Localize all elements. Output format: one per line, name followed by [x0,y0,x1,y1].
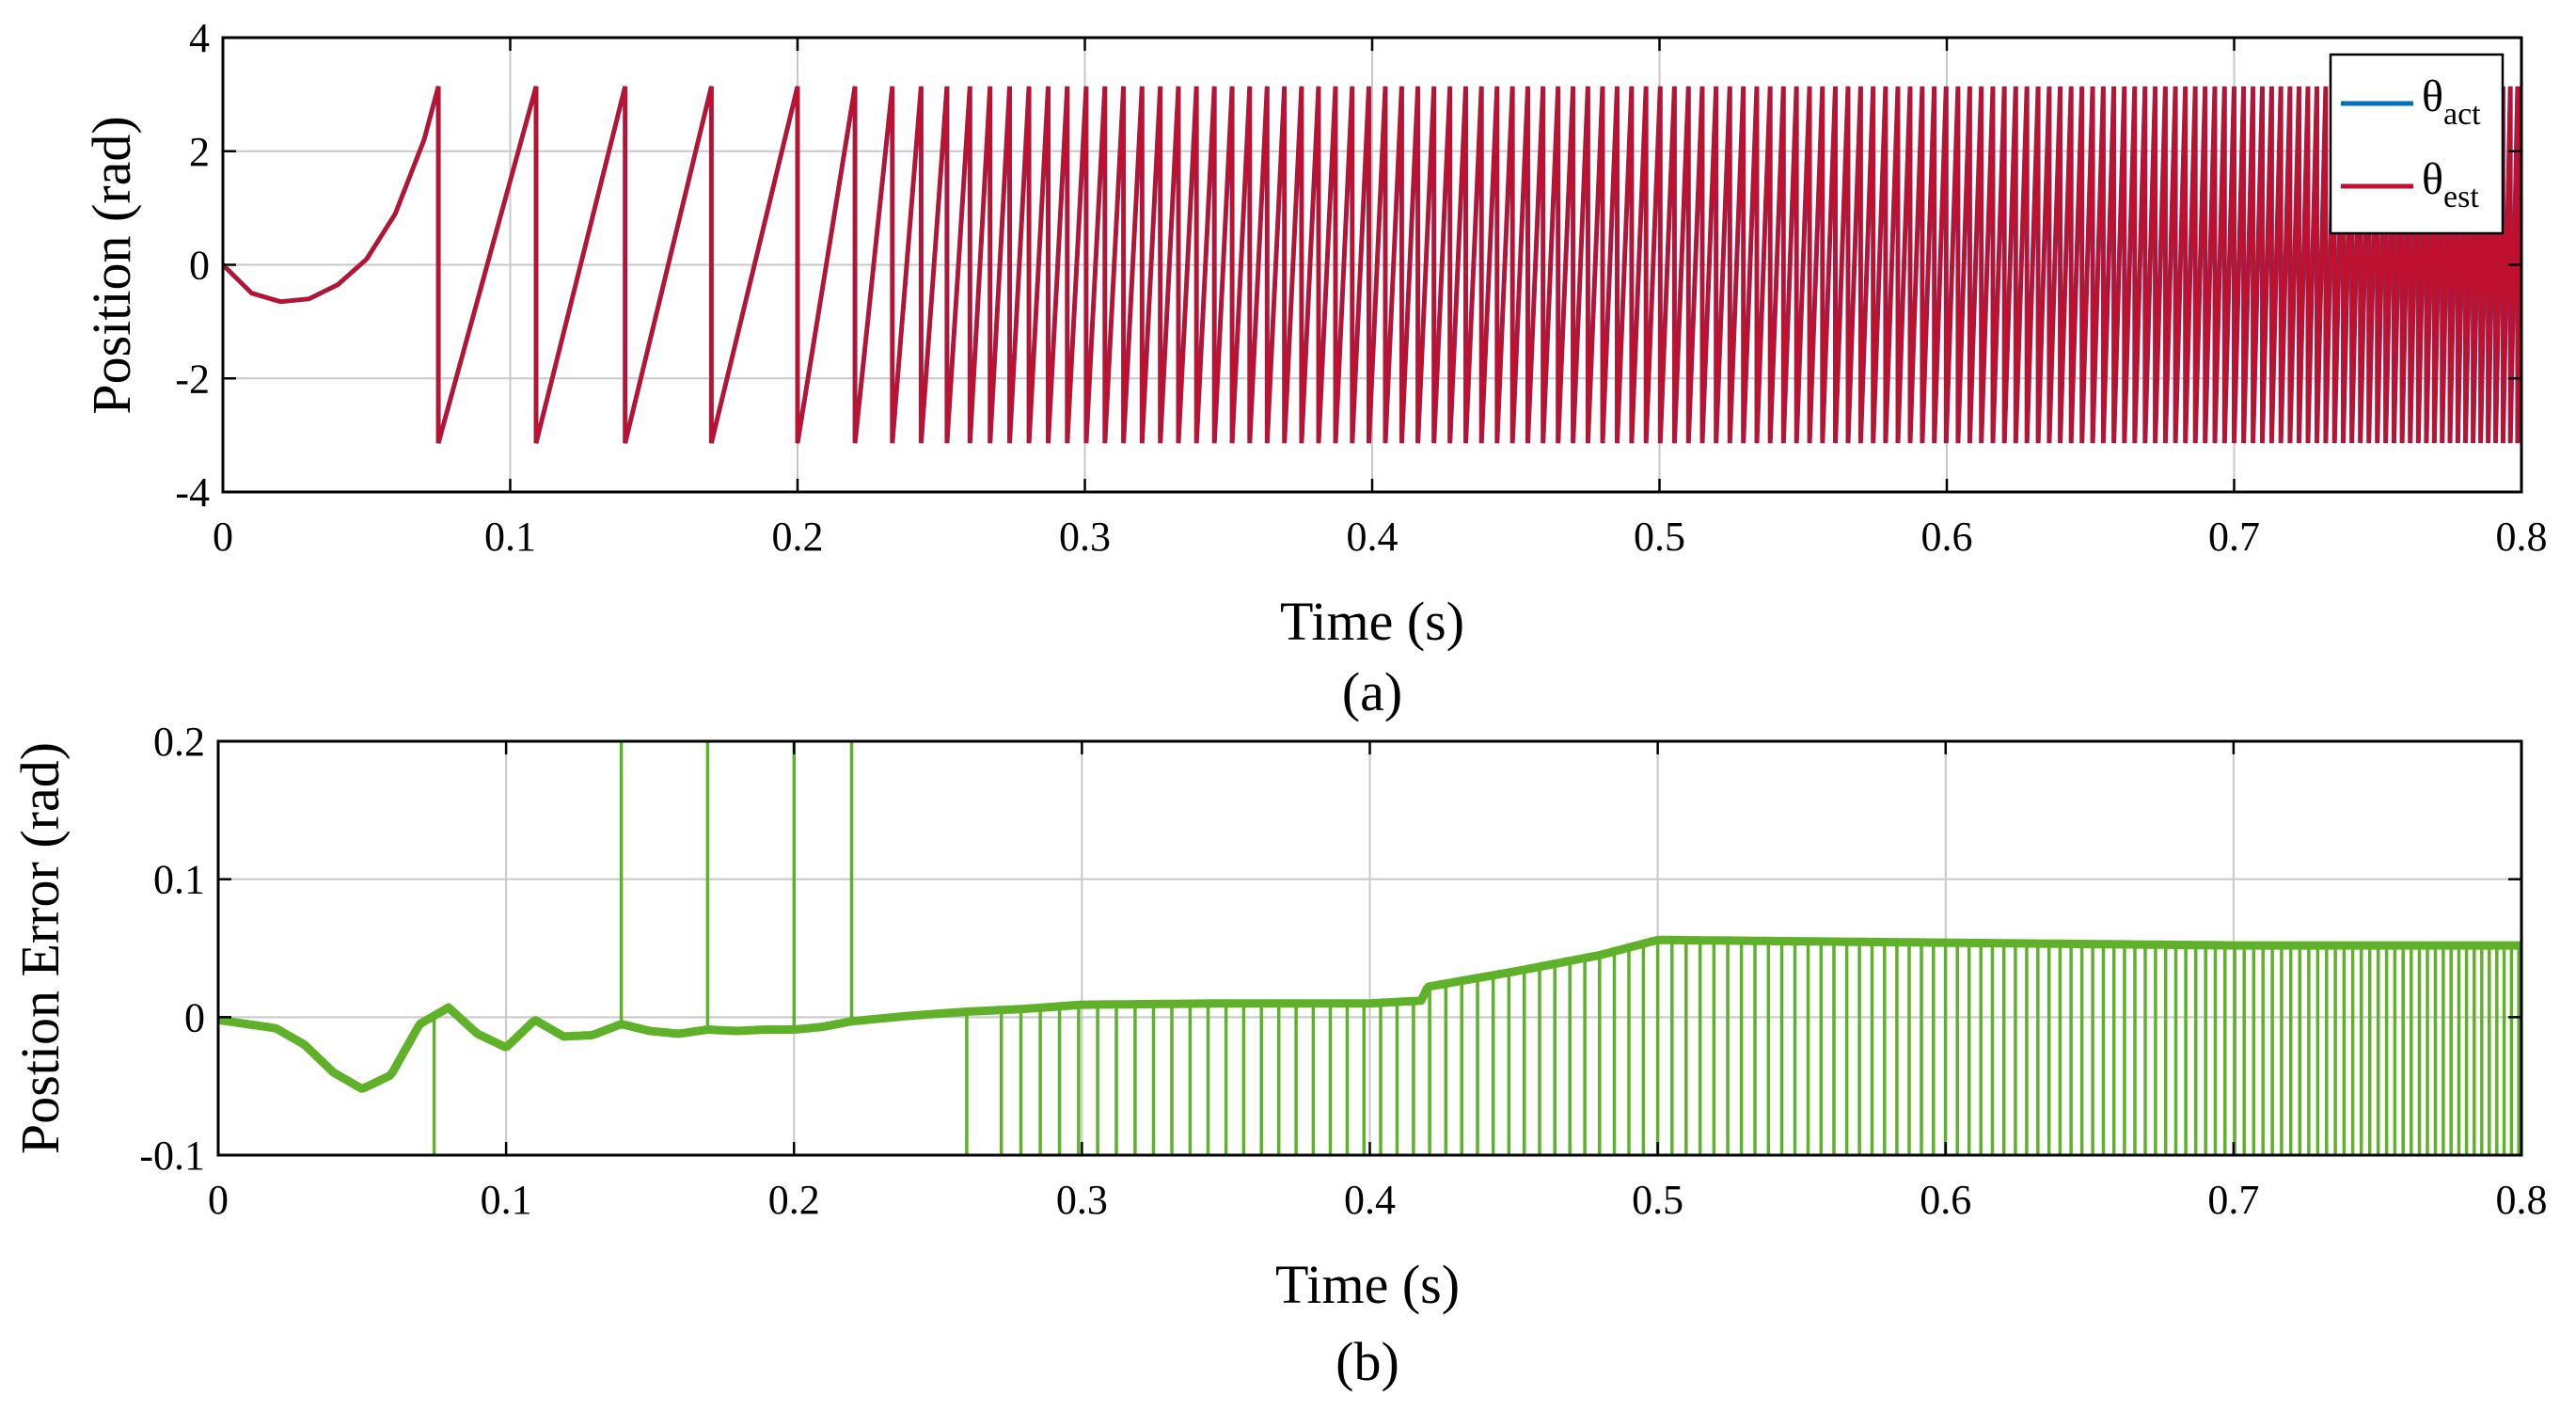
legend: θact θest [2329,53,2505,235]
legend-box [2329,53,2505,235]
xtick-label-a: 0.8 [2496,514,2548,560]
xtick-label-b: 0.2 [768,1177,820,1223]
panel-b-error: 0 0.1 0.2 0.3 0.4 0.5 0.6 0.7 0.8-0.100.10.2 Pos… [9,719,2548,1392]
xtick-label-b: 0.1 [481,1177,532,1223]
xlabel-b: Time (s) [1275,1254,1460,1315]
ytick-label-b: -0.1 [139,1133,205,1179]
ylabel-a: Position (rad) [81,116,142,414]
xtick-label-a: 0.3 [1059,514,1111,560]
legend-label-act: θact [2422,71,2481,132]
error-series-line [218,935,2521,1093]
ytick-label-b: 0 [184,994,205,1040]
error-spikes-down [432,940,2521,1155]
xtick-label-b: 0.6 [1920,1177,1971,1223]
ytick-label-b: 0.2 [153,719,205,765]
ylabel-b: Postion Error (rad) [9,742,71,1154]
xtick-label-a: 0.2 [772,514,824,560]
xtick-label-b: 0 [208,1177,229,1223]
xtick-label-a: 0.1 [484,514,536,560]
xtick-label-b: 0.5 [1632,1177,1683,1223]
xtick-label-a: 0.4 [1347,514,1399,560]
error-spikes-up [619,741,854,1030]
xtick-label-b: 0.7 [2207,1177,2259,1223]
xtick-label-a: 0.7 [2208,514,2260,560]
ticks-a: 0 0.1 0.2 0.3 0.4 0.5 0.6 0.7 0.8 -4 -2 0 2 4 [175,15,2547,560]
xtick-label-a: 0.5 [1634,514,1685,560]
xtick-label-a: 0.6 [1921,514,1973,560]
ytick-label-a: 4 [189,15,210,61]
legend-label-est: θest [2422,154,2479,214]
series-layer-b [218,741,2521,1155]
ytick-label-a: -4 [175,469,210,515]
ytick-label-b: 0.1 [153,857,205,903]
xtick-label-b: 0.3 [1056,1177,1108,1223]
ticks-b: 0 0.1 0.2 0.3 0.4 0.5 0.6 0.7 0.8-0.100.10.2 [139,719,2547,1223]
caption-b: (b) [1335,1331,1399,1392]
xtick-label-b: 0.4 [1344,1177,1396,1223]
xtick-label-a: 0 [213,514,233,560]
ytick-label-a: 2 [189,129,210,175]
panel-a-position: 0 0.1 0.2 0.3 0.4 0.5 0.6 0.7 0.8 -4 -2 0 2 4 Positio… [81,15,2548,722]
ytick-label-a: -2 [175,356,210,402]
caption-a: (a) [1342,661,1402,722]
xlabel-a: Time (s) [1280,591,1464,652]
ytick-label-a: 0 [189,243,210,289]
xtick-label-b: 0.8 [2496,1177,2548,1223]
